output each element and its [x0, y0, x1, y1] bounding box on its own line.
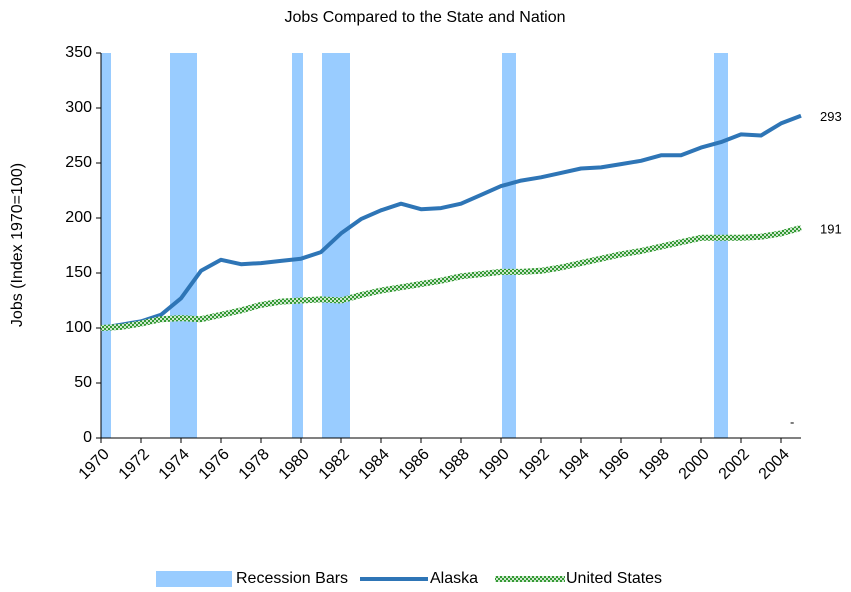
- legend-label: Alaska: [430, 570, 478, 587]
- chart-title: Jobs Compared to the State and Nation: [284, 9, 565, 26]
- recession-bar: [714, 53, 728, 438]
- y-axis-label: Jobs (Index 1970=100): [9, 163, 26, 327]
- x-tick-label: 1980: [276, 446, 313, 483]
- x-tick-label: 1978: [236, 446, 273, 483]
- x-tick-label: 2000: [676, 446, 713, 483]
- end-label: 293: [820, 109, 842, 124]
- legend-label: United States: [566, 570, 662, 587]
- end-label: 191: [820, 221, 842, 236]
- legend-label: Recession Bars: [236, 570, 348, 587]
- y-tick-label: 0: [83, 429, 92, 446]
- y-tick-label: 300: [65, 99, 92, 116]
- annotation: -: [790, 414, 794, 429]
- x-tick-label: 1974: [156, 446, 193, 483]
- x-tick-label: 1972: [116, 446, 153, 483]
- recession-bar: [292, 53, 303, 438]
- line-0: [100, 113, 802, 330]
- x-tick-label: 1988: [436, 446, 473, 483]
- x-tick-label: 2002: [716, 446, 753, 483]
- legend-swatch: [156, 571, 232, 587]
- x-tick-label: 1982: [316, 446, 353, 483]
- x-tick-label: 1984: [356, 446, 393, 483]
- x-tick-label: 2004: [756, 446, 793, 483]
- y-tick-label: 350: [65, 44, 92, 61]
- recession-bar: [170, 53, 197, 438]
- y-tick-label: 150: [65, 264, 92, 281]
- x-tick-label: 1992: [516, 446, 553, 483]
- recession-bar: [502, 53, 516, 438]
- x-tick-label: 1996: [596, 446, 633, 483]
- x-tick-label: 1998: [636, 446, 673, 483]
- y-tick-label: 100: [65, 319, 92, 336]
- x-tick-label: 1986: [396, 446, 433, 483]
- x-tick-label: 1970: [76, 446, 113, 483]
- y-tick-label: 200: [65, 209, 92, 226]
- x-tick-label: 1990: [476, 446, 513, 483]
- x-tick-label: 1994: [556, 446, 593, 483]
- y-tick-label: 50: [74, 374, 92, 391]
- line-1: [100, 225, 802, 331]
- x-tick-label: 1976: [196, 446, 233, 483]
- recession-bar: [101, 53, 111, 438]
- y-tick-label: 250: [65, 154, 92, 171]
